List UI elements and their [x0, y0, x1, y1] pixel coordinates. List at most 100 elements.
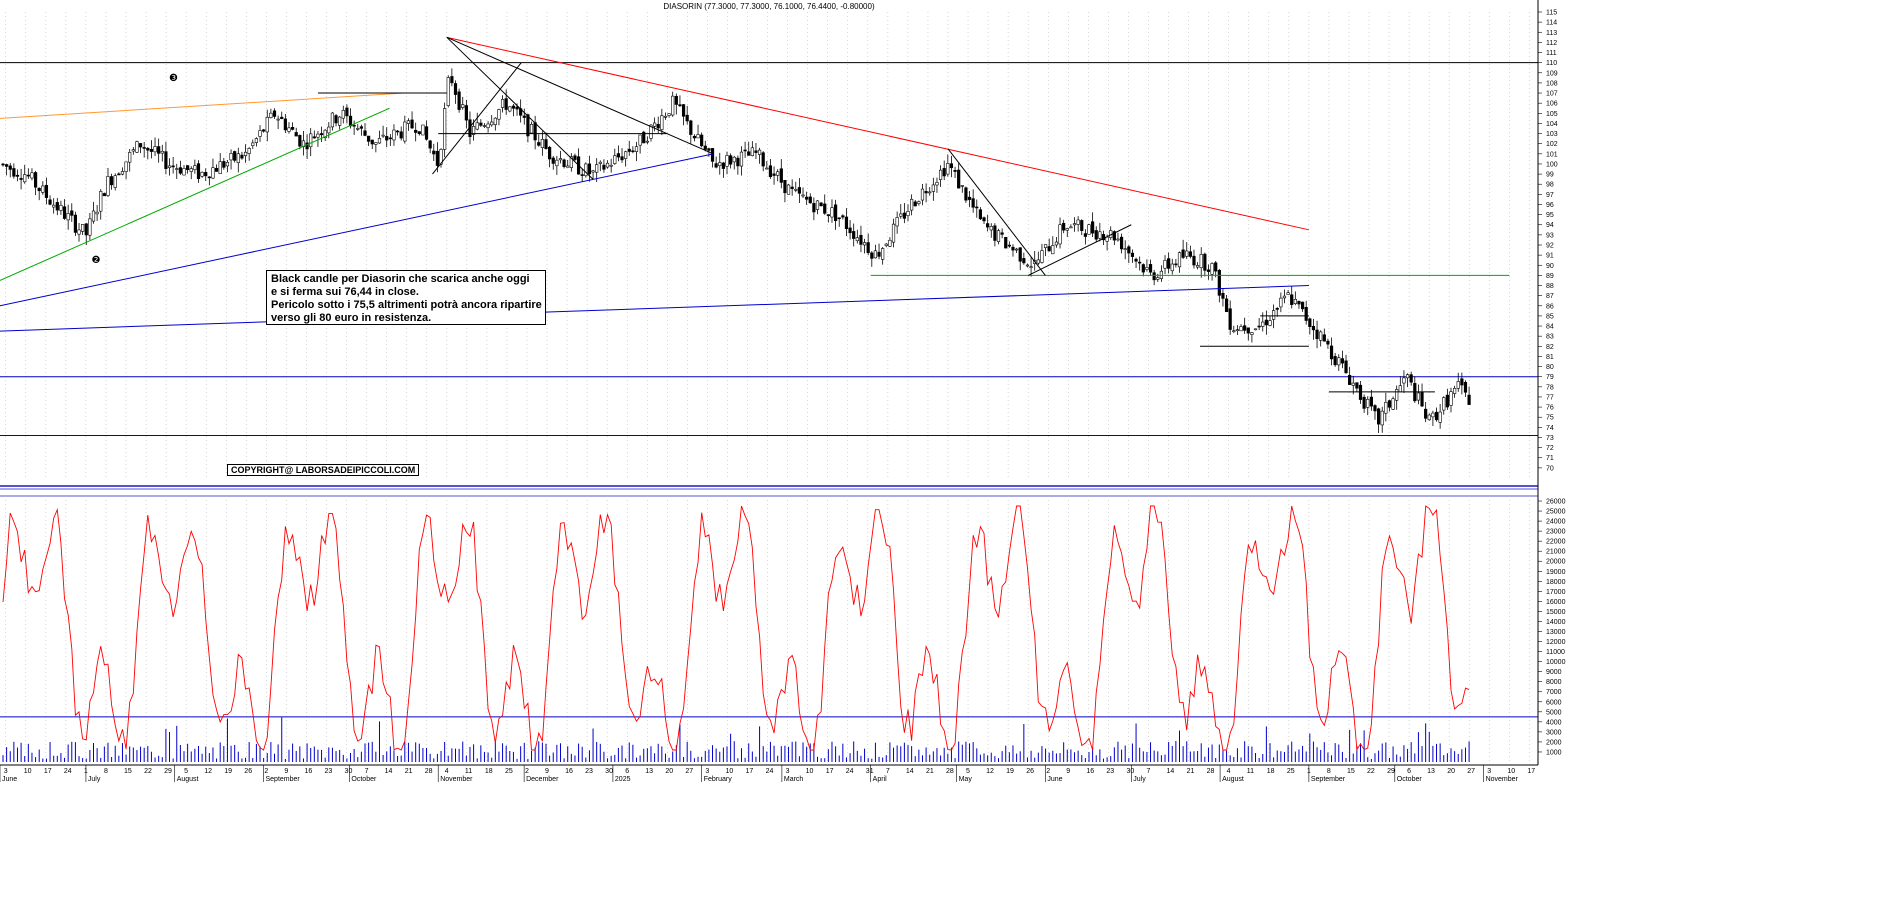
candle-body [902, 212, 906, 219]
candle-body [776, 171, 780, 176]
candle-body [736, 157, 740, 167]
candle-body [464, 105, 468, 121]
candle-body [946, 163, 950, 175]
candle-body [403, 121, 407, 142]
osc-tick-label: 24000 [1546, 519, 1566, 526]
candle-body [290, 127, 295, 130]
osc-tick-label: 9000 [1546, 669, 1562, 676]
candle-body [1380, 410, 1384, 426]
candle-body [312, 136, 316, 139]
day-tick-label: 24 [766, 768, 774, 775]
candle-body [627, 148, 631, 152]
candles [1, 68, 1471, 434]
day-tick-label: 4 [445, 768, 449, 775]
day-tick-label: 14 [1167, 768, 1175, 775]
candle-body [1264, 319, 1268, 326]
day-tick-label: 6 [625, 768, 629, 775]
candle-body [204, 172, 208, 177]
price-tick-label: 108 [1546, 80, 1558, 87]
candle-body [1373, 405, 1377, 412]
day-tick-label: 10 [725, 768, 733, 775]
candle-body [1293, 298, 1297, 304]
candle-body [479, 122, 483, 126]
candle-body [1340, 358, 1344, 364]
candle-body [1355, 382, 1359, 389]
candle-body [258, 130, 262, 137]
candle-body [229, 153, 233, 161]
day-tick-label: 26 [244, 768, 252, 775]
annotation-line-3: Pericolo sotto i 75,5 altrimenti potrà a… [271, 299, 542, 311]
trendline [0, 285, 1309, 332]
day-tick-label: 7 [886, 768, 890, 775]
candle-body [439, 149, 443, 165]
candle-body [294, 132, 298, 137]
candle-body [953, 170, 957, 172]
candle-body [1083, 233, 1087, 237]
day-tick-label: 28 [425, 768, 433, 775]
candle-body [1185, 250, 1189, 257]
candle-body [537, 142, 541, 146]
candle-body [327, 126, 331, 134]
day-tick-label: 20 [1447, 768, 1455, 775]
candle-body [1145, 267, 1149, 270]
candle-body [1398, 385, 1402, 393]
day-tick-label: 23 [325, 768, 333, 775]
day-tick-label: 14 [385, 768, 393, 775]
candle-body [330, 112, 335, 128]
price-tick-label: 97 [1546, 192, 1554, 199]
price-tick-label: 87 [1546, 293, 1554, 300]
candle-body [1029, 266, 1033, 268]
candle-body [765, 167, 769, 170]
candle-body [110, 176, 114, 186]
candle-body [739, 151, 744, 167]
candle-body [891, 223, 896, 243]
candle-body [1431, 412, 1435, 418]
day-tick-label: 22 [144, 768, 152, 775]
candle-body [895, 217, 899, 227]
candle-body [59, 204, 63, 211]
candle-body [146, 147, 150, 151]
candle-body [757, 149, 762, 155]
candle-body [157, 146, 161, 154]
day-tick-label: 10 [24, 768, 32, 775]
price-tick-label: 91 [1546, 253, 1554, 260]
candle-body [942, 168, 946, 177]
candle-body [996, 230, 1001, 242]
candle-body [450, 76, 454, 84]
candle-body [1170, 263, 1174, 272]
osc-tick-label: 10000 [1546, 659, 1566, 666]
candle-body [1134, 258, 1138, 262]
candle-body [993, 225, 997, 241]
candle-body [566, 165, 570, 168]
price-tick-label: 88 [1546, 283, 1554, 290]
candle-body [1416, 392, 1421, 401]
price-tick-label: 77 [1546, 394, 1554, 401]
candle-body [1141, 264, 1145, 273]
day-tick-label: 16 [565, 768, 573, 775]
price-tick-label: 96 [1546, 202, 1554, 209]
candle-body [852, 231, 856, 239]
candle-body [247, 148, 251, 154]
candle-body [1025, 264, 1030, 267]
candle-body [356, 128, 360, 130]
price-tick-label: 86 [1546, 303, 1554, 310]
price-tick-label: 81 [1546, 354, 1554, 361]
candle-body [823, 203, 827, 214]
day-tick-label: 30 [1126, 768, 1134, 775]
month-label: April [873, 776, 887, 783]
candle-body [1054, 241, 1059, 246]
candle-body [580, 174, 584, 176]
candle-body [99, 191, 103, 212]
candle-body [272, 110, 277, 117]
day-tick-label: 26 [1026, 768, 1034, 775]
candle-body [251, 142, 255, 146]
osc-tick-label: 19000 [1546, 569, 1566, 576]
candle-body [689, 120, 693, 135]
osc-tick-label: 17000 [1546, 589, 1566, 596]
month-label: February [704, 776, 733, 783]
candle-body [1463, 381, 1468, 393]
candle-body [960, 185, 964, 187]
candle-body [631, 150, 635, 153]
candle-body [171, 165, 175, 168]
candle-body [446, 77, 450, 106]
